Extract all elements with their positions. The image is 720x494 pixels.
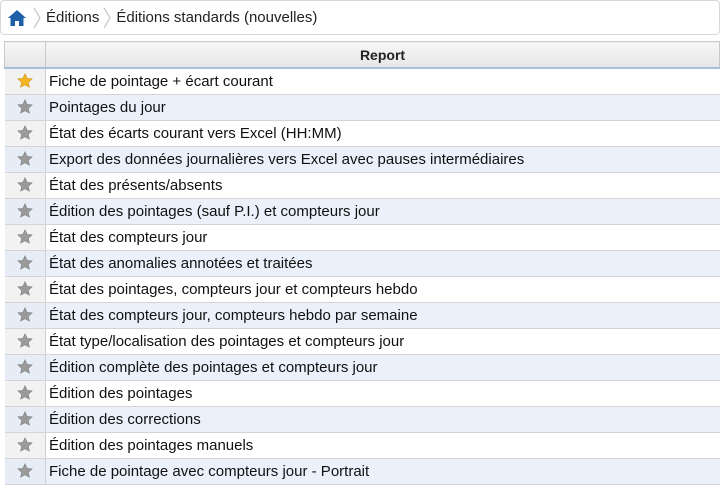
favorite-cell[interactable] — [4, 328, 46, 355]
table-header-row: Report — [4, 41, 720, 69]
favorite-cell[interactable] — [4, 432, 46, 459]
table-row[interactable]: Édition des pointages (sauf P.I.) et com… — [4, 198, 720, 225]
favorite-cell[interactable] — [4, 406, 46, 433]
breadcrumb-item-editions[interactable]: Éditions — [46, 9, 100, 26]
favorite-cell[interactable] — [4, 172, 46, 199]
report-name[interactable]: Fiche de pointage + écart courant — [45, 68, 720, 95]
star-icon[interactable] — [16, 203, 33, 218]
table-row[interactable]: Fiche de pointage avec compteurs jour - … — [4, 458, 720, 485]
star-icon[interactable] — [16, 281, 33, 296]
favorite-cell[interactable] — [4, 224, 46, 251]
report-name[interactable]: État des anomalies annotées et traitées — [45, 250, 720, 277]
favorite-column-header — [4, 41, 46, 69]
report-name[interactable]: Édition des pointages — [45, 380, 720, 407]
star-icon[interactable] — [16, 463, 33, 478]
report-name[interactable]: Export des données journalières vers Exc… — [45, 146, 720, 173]
favorite-cell[interactable] — [4, 276, 46, 303]
home-icon[interactable] — [5, 6, 29, 30]
star-icon[interactable] — [16, 437, 33, 452]
star-icon[interactable] — [16, 255, 33, 270]
table-row[interactable]: État des présents/absents — [4, 172, 720, 199]
star-icon[interactable] — [16, 151, 33, 166]
report-name[interactable]: Pointages du jour — [45, 94, 720, 121]
table-row[interactable]: État des pointages, compteurs jour et co… — [4, 276, 720, 303]
table-row[interactable]: Édition complète des pointages et compte… — [4, 354, 720, 381]
report-name[interactable]: Édition des corrections — [45, 406, 720, 433]
favorite-cell[interactable] — [4, 458, 46, 485]
breadcrumb: Éditions Éditions standards (nouvelles) — [0, 0, 720, 35]
favorite-cell[interactable] — [4, 380, 46, 407]
table-row[interactable]: Pointages du jour — [4, 94, 720, 121]
report-name[interactable]: État des compteurs jour, compteurs hebdo… — [45, 302, 720, 329]
report-column-header[interactable]: Report — [45, 41, 720, 69]
table-row[interactable]: État des écarts courant vers Excel (HH:M… — [4, 120, 720, 147]
report-name[interactable]: État des écarts courant vers Excel (HH:M… — [45, 120, 720, 147]
table-row[interactable]: Édition des corrections — [4, 406, 720, 433]
table-row[interactable]: État des anomalies annotées et traitées — [4, 250, 720, 277]
star-icon[interactable] — [16, 177, 33, 192]
report-name[interactable]: Édition des pointages (sauf P.I.) et com… — [45, 198, 720, 225]
table-row[interactable]: Export des données journalières vers Exc… — [4, 146, 720, 173]
star-filled-icon[interactable] — [16, 73, 33, 88]
breadcrumb-separator-icon — [103, 7, 112, 29]
favorite-cell[interactable] — [4, 302, 46, 329]
star-icon[interactable] — [16, 385, 33, 400]
star-icon[interactable] — [16, 333, 33, 348]
report-name[interactable]: Fiche de pointage avec compteurs jour - … — [45, 458, 720, 485]
favorite-cell[interactable] — [4, 146, 46, 173]
report-name[interactable]: État des compteurs jour — [45, 224, 720, 251]
table-row[interactable]: Fiche de pointage + écart courant — [4, 68, 720, 95]
report-table: Report Fiche de pointage + écart courant… — [4, 41, 720, 485]
report-name[interactable]: État des pointages, compteurs jour et co… — [45, 276, 720, 303]
table-row[interactable]: Édition des pointages — [4, 380, 720, 407]
star-icon[interactable] — [16, 125, 33, 140]
star-icon[interactable] — [16, 411, 33, 426]
table-row[interactable]: État des compteurs jour — [4, 224, 720, 251]
table-row[interactable]: État type/localisation des pointages et … — [4, 328, 720, 355]
report-name[interactable]: Édition des pointages manuels — [45, 432, 720, 459]
breadcrumb-item-current: Éditions standards (nouvelles) — [116, 9, 318, 26]
star-icon[interactable] — [16, 307, 33, 322]
favorite-cell[interactable] — [4, 120, 46, 147]
favorite-cell[interactable] — [4, 68, 46, 95]
breadcrumb-separator-icon — [33, 7, 42, 29]
star-icon[interactable] — [16, 229, 33, 244]
favorite-cell[interactable] — [4, 94, 46, 121]
report-name[interactable]: Édition complète des pointages et compte… — [45, 354, 720, 381]
favorite-cell[interactable] — [4, 250, 46, 277]
favorite-cell[interactable] — [4, 198, 46, 225]
report-name[interactable]: État des présents/absents — [45, 172, 720, 199]
favorite-cell[interactable] — [4, 354, 46, 381]
table-row[interactable]: Édition des pointages manuels — [4, 432, 720, 459]
star-icon[interactable] — [16, 99, 33, 114]
star-icon[interactable] — [16, 359, 33, 374]
report-name[interactable]: État type/localisation des pointages et … — [45, 328, 720, 355]
table-row[interactable]: État des compteurs jour, compteurs hebdo… — [4, 302, 720, 329]
